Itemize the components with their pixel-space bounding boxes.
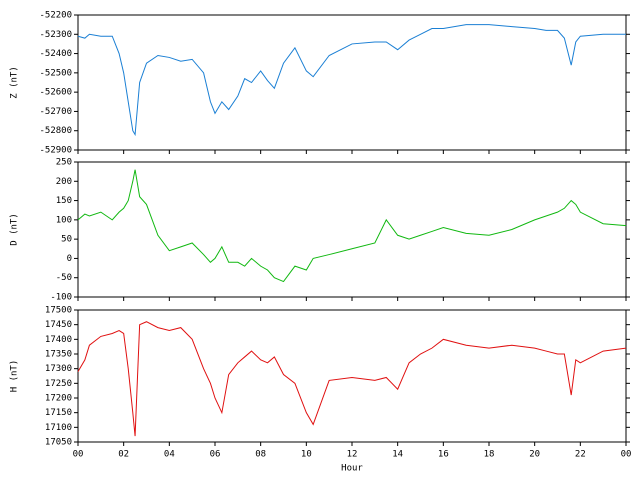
x-tick-label: 22: [575, 450, 586, 460]
y-tick-label: -52400: [39, 49, 72, 59]
y-tick-label: 17300: [45, 364, 72, 374]
y-tick-label: 17150: [45, 408, 72, 418]
x-tick-label: 08: [255, 450, 266, 460]
y-axis-label: D (nT): [10, 213, 20, 246]
x-axis-label: Hour: [341, 464, 363, 474]
y-tick-label: 250: [56, 158, 72, 168]
y-tick-label: -52200: [39, 11, 72, 21]
x-tick-label: 12: [347, 450, 358, 460]
y-tick-label: 100: [56, 215, 72, 225]
y-axis-label: H (nT): [10, 360, 20, 393]
data-line: [77, 169, 627, 283]
y-tick-label: 17500: [45, 306, 72, 316]
plot-frame: [77, 14, 627, 151]
x-tick-label: 04: [164, 450, 175, 460]
x-tick-label: 10: [301, 450, 312, 460]
x-tick-label: 16: [438, 450, 449, 460]
y-tick-label: 200: [56, 177, 72, 187]
data-line: [77, 321, 627, 437]
y-tick-label: -52800: [39, 126, 72, 136]
y-tick-label: 17250: [45, 379, 72, 389]
y-tick-label: -52300: [39, 30, 72, 40]
x-tick-label: 20: [529, 450, 540, 460]
y-tick-label: -52600: [39, 88, 72, 98]
plot-frame: [77, 161, 627, 298]
x-tick-label: 14: [392, 450, 403, 460]
y-tick-label: 150: [56, 196, 72, 206]
x-tick-label: 18: [484, 450, 495, 460]
y-tick-label: 17400: [45, 335, 72, 345]
y-tick-label: -100: [50, 293, 72, 303]
y-tick-label: 17350: [45, 350, 72, 360]
y-tick-label: -52700: [39, 107, 72, 117]
plot-frame: [77, 309, 627, 443]
x-tick-label: 00: [73, 450, 84, 460]
data-line: [77, 24, 626, 137]
y-tick-label: -52900: [39, 146, 72, 156]
x-tick-label: 00: [621, 450, 632, 460]
y-tick-label: -52500: [39, 68, 72, 78]
y-tick-label: 0: [67, 254, 72, 264]
y-tick-label: 17050: [45, 438, 72, 448]
y-tick-label: -50: [56, 273, 72, 283]
x-tick-label: 06: [210, 450, 221, 460]
y-tick-label: 50: [61, 235, 72, 245]
y-axis-label: Z (nT): [10, 66, 20, 99]
y-tick-label: 17450: [45, 320, 72, 330]
y-tick-label: 17100: [45, 423, 72, 433]
y-tick-label: 17200: [45, 394, 72, 404]
x-tick-label: 02: [118, 450, 129, 460]
